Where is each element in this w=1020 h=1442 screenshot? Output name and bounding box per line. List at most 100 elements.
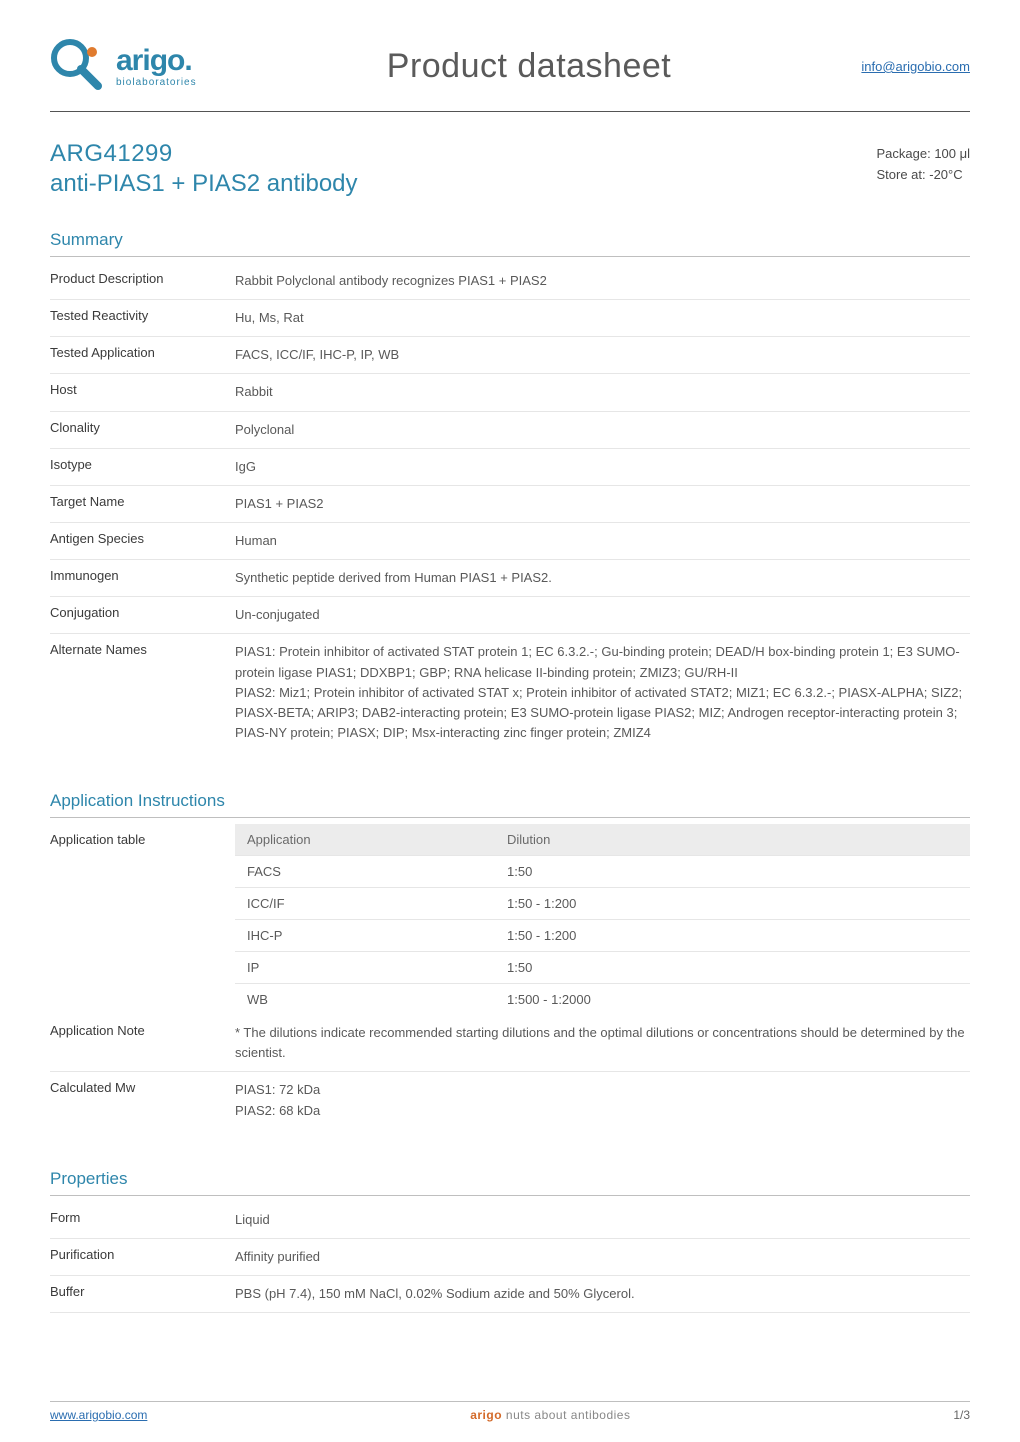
summary-row: Antigen SpeciesHuman xyxy=(50,522,970,559)
summary-value: Rabbit Polyclonal antibody recognizes PI… xyxy=(235,263,970,300)
summary-value: Polyclonal xyxy=(235,411,970,448)
dilution-table-header-row: Application Dilution xyxy=(235,824,970,856)
section-heading-summary: Summary xyxy=(50,230,970,250)
catalog-number: ARG41299 xyxy=(50,140,358,168)
summary-row: IsotypeIgG xyxy=(50,448,970,485)
summary-value: IgG xyxy=(235,448,970,485)
summary-key: Clonality xyxy=(50,411,235,448)
header-rule xyxy=(50,111,970,112)
dilution-value: 1:50 xyxy=(495,952,970,984)
dilution-value: 1:50 - 1:200 xyxy=(495,920,970,952)
summary-key: Immunogen xyxy=(50,560,235,597)
section-heading-properties: Properties xyxy=(50,1169,970,1189)
dilution-th-app: Application xyxy=(235,824,495,856)
product-heading: ARG41299 anti-PIAS1 + PIAS2 antibody Pac… xyxy=(50,140,970,198)
storage-label: Store at: xyxy=(876,167,925,182)
package-line: Package: 100 μl xyxy=(876,144,970,165)
dilution-value: 1:50 - 1:200 xyxy=(495,888,970,920)
app-table-label: Application table xyxy=(50,824,235,1015)
calculated-mw-label: Calculated Mw xyxy=(50,1072,235,1129)
properties-value: Liquid xyxy=(235,1202,970,1239)
brand-logo: arigo. biolaboratories xyxy=(50,36,197,97)
summary-table: Product DescriptionRabbit Polyclonal ant… xyxy=(50,263,970,751)
calculated-mw-row: Calculated Mw PIAS1: 72 kDa PIAS2: 68 kD… xyxy=(50,1072,970,1129)
dilution-app: FACS xyxy=(235,856,495,888)
calculated-mw-value: PIAS1: 72 kDa PIAS2: 68 kDa xyxy=(235,1072,970,1129)
app-note-value: * The dilutions indicate recommended sta… xyxy=(235,1015,970,1072)
summary-row: Target NamePIAS1 + PIAS2 xyxy=(50,485,970,522)
summary-key: Conjugation xyxy=(50,597,235,634)
dilution-value: 1:50 xyxy=(495,856,970,888)
app-table-cell: Application Dilution FACS1:50ICC/IF1:50 … xyxy=(235,824,970,1015)
dilution-row: ICC/IF1:50 - 1:200 xyxy=(235,888,970,920)
page-footer: www.arigobio.com arigo nuts about antibo… xyxy=(50,1401,970,1422)
dilution-app: WB xyxy=(235,984,495,1016)
summary-row: ClonalityPolyclonal xyxy=(50,411,970,448)
properties-value: PBS (pH 7.4), 150 mM NaCl, 0.02% Sodium … xyxy=(235,1275,970,1312)
summary-row: Product DescriptionRabbit Polyclonal ant… xyxy=(50,263,970,300)
summary-value: PIAS1 + PIAS2 xyxy=(235,485,970,522)
summary-row: HostRabbit xyxy=(50,374,970,411)
section-rule xyxy=(50,817,970,818)
summary-key: Tested Reactivity xyxy=(50,300,235,337)
properties-key: Buffer xyxy=(50,1275,235,1312)
summary-value: Human xyxy=(235,522,970,559)
properties-key: Purification xyxy=(50,1238,235,1275)
summary-value: Synthetic peptide derived from Human PIA… xyxy=(235,560,970,597)
summary-key: Isotype xyxy=(50,448,235,485)
dilution-row: FACS1:50 xyxy=(235,856,970,888)
properties-row: FormLiquid xyxy=(50,1202,970,1239)
summary-value: Un-conjugated xyxy=(235,597,970,634)
dilution-app: IHC-P xyxy=(235,920,495,952)
product-name: anti-PIAS1 + PIAS2 antibody xyxy=(50,170,358,198)
dilution-app: IP xyxy=(235,952,495,984)
logo-icon xyxy=(50,36,108,97)
summary-row: ConjugationUn-conjugated xyxy=(50,597,970,634)
app-instructions-table: Application table Application Dilution F… xyxy=(50,824,970,1129)
brand-text: arigo. biolaboratories xyxy=(116,46,197,88)
summary-key: Host xyxy=(50,374,235,411)
product-meta: Package: 100 μl Store at: -20°C xyxy=(876,140,970,186)
app-table-row: Application table Application Dilution F… xyxy=(50,824,970,1015)
summary-value: FACS, ICC/IF, IHC-P, IP, WB xyxy=(235,337,970,374)
summary-key: Target Name xyxy=(50,485,235,522)
page-title: Product datasheet xyxy=(387,47,671,86)
product-heading-left: ARG41299 anti-PIAS1 + PIAS2 antibody xyxy=(50,140,358,198)
footer-site-link[interactable]: www.arigobio.com xyxy=(50,1408,147,1422)
package-value: 100 μl xyxy=(934,146,970,161)
summary-key: Alternate Names xyxy=(50,634,235,751)
dilution-th-dil: Dilution xyxy=(495,824,970,856)
dilution-row: WB1:500 - 1:2000 xyxy=(235,984,970,1016)
summary-row: Alternate NamesPIAS1: Protein inhibitor … xyxy=(50,634,970,751)
properties-row: BufferPBS (pH 7.4), 150 mM NaCl, 0.02% S… xyxy=(50,1275,970,1312)
summary-key: Product Description xyxy=(50,263,235,300)
dilution-row: IP1:50 xyxy=(235,952,970,984)
dilution-app: ICC/IF xyxy=(235,888,495,920)
properties-key: Form xyxy=(50,1202,235,1239)
footer-page-number: 1/3 xyxy=(953,1408,970,1422)
brand-sub: biolaboratories xyxy=(116,78,197,88)
section-rule xyxy=(50,1195,970,1196)
brand-name: arigo. xyxy=(116,46,197,76)
footer-tagline-brand: arigo xyxy=(470,1408,502,1422)
summary-value: Rabbit xyxy=(235,374,970,411)
summary-row: Tested ApplicationFACS, ICC/IF, IHC-P, I… xyxy=(50,337,970,374)
summary-key: Tested Application xyxy=(50,337,235,374)
summary-value: Hu, Ms, Rat xyxy=(235,300,970,337)
footer-tagline-rest: nuts about antibodies xyxy=(506,1408,631,1422)
properties-value: Affinity purified xyxy=(235,1238,970,1275)
properties-table: FormLiquidPurificationAffinity purifiedB… xyxy=(50,1202,970,1313)
package-label: Package: xyxy=(876,146,930,161)
properties-row: PurificationAffinity purified xyxy=(50,1238,970,1275)
app-note-label: Application Note xyxy=(50,1015,235,1072)
storage-value: -20°C xyxy=(929,167,962,182)
dilution-value: 1:500 - 1:2000 xyxy=(495,984,970,1016)
footer-tagline: arigo nuts about antibodies xyxy=(470,1408,630,1422)
section-heading-app: Application Instructions xyxy=(50,791,970,811)
contact-email-link[interactable]: info@arigobio.com xyxy=(861,59,970,74)
summary-key: Antigen Species xyxy=(50,522,235,559)
header-bar: arigo. biolaboratories Product datasheet… xyxy=(50,36,970,107)
summary-value: PIAS1: Protein inhibitor of activated ST… xyxy=(235,634,970,751)
storage-line: Store at: -20°C xyxy=(876,165,970,186)
section-rule xyxy=(50,256,970,257)
